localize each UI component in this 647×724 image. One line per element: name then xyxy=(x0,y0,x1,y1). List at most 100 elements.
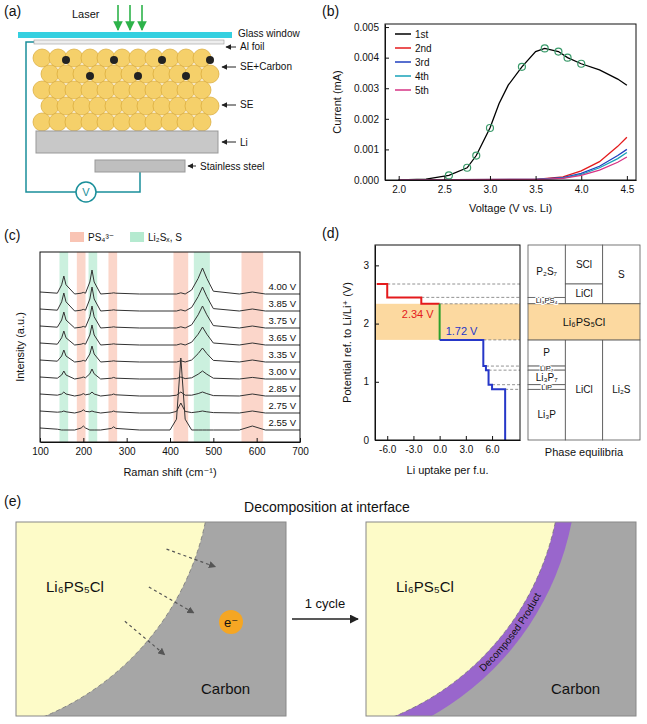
plot-frame xyxy=(385,24,636,180)
se-particle xyxy=(153,97,171,115)
electron-path xyxy=(167,549,216,567)
marker xyxy=(445,172,452,179)
spectrum xyxy=(40,306,300,328)
tick-label: 0 xyxy=(363,435,369,446)
spectrum-label: 3.75 V xyxy=(269,315,297,326)
phase-label: Li₆PS₅Cl xyxy=(563,316,606,328)
marker xyxy=(464,164,471,171)
band xyxy=(77,252,86,442)
se-particle xyxy=(113,81,131,99)
particle-label: Li₆PS₅Cl xyxy=(46,578,104,595)
tick-mark xyxy=(490,176,491,180)
tick-mark xyxy=(385,27,389,28)
axis-title: Intensity (a.u.) xyxy=(14,312,26,382)
axis-title: Raman shift (cm⁻¹) xyxy=(123,466,216,478)
tick-mark xyxy=(492,436,493,440)
y-axis: 0.0000.0010.0020.0030.0040.005 xyxy=(354,22,389,186)
se-particle xyxy=(129,81,147,99)
pointer-arrow xyxy=(226,47,236,48)
tick-mark xyxy=(440,436,441,440)
se-particle xyxy=(57,97,75,115)
spectrum xyxy=(40,358,300,430)
tick-mark xyxy=(375,265,379,266)
se-particle xyxy=(201,65,219,83)
tick-label: 4.0 xyxy=(575,184,589,195)
tick-label: 600 xyxy=(249,446,266,457)
tick-mark xyxy=(375,324,379,325)
label: Laser xyxy=(72,8,100,20)
legend-swatch xyxy=(395,89,411,91)
tick: 200 xyxy=(75,438,92,457)
phase-cell xyxy=(603,340,640,440)
se-particle xyxy=(81,81,99,99)
tick-mark xyxy=(466,436,467,440)
se-particle xyxy=(33,113,51,131)
table-title: Phase equilibria xyxy=(545,446,624,458)
panel-b: (b)2.02.53.03.54.04.50.0000.0010.0020.00… xyxy=(322,3,637,214)
se-particle xyxy=(121,97,139,115)
tick: 0.000 xyxy=(354,175,389,186)
phase-label: LiCl xyxy=(575,384,592,395)
tick-label: -6.0 xyxy=(379,444,397,455)
tick-label: 3.0 xyxy=(459,444,473,455)
tick-mark xyxy=(385,119,389,120)
tick: 6.0 xyxy=(486,436,500,455)
tick: 400 xyxy=(162,438,179,457)
marks xyxy=(399,45,627,180)
spectrum xyxy=(40,287,300,311)
band xyxy=(242,252,264,442)
guide-line xyxy=(505,389,520,390)
se-particle xyxy=(193,81,211,99)
x-axis: 100200300400500600700 xyxy=(32,438,309,457)
se-particle xyxy=(129,49,147,67)
series-line xyxy=(399,48,627,180)
phase-label: Li₃P₇ xyxy=(536,372,559,383)
label: V xyxy=(82,186,90,198)
se-particle xyxy=(185,97,203,115)
tick: 100 xyxy=(32,438,49,457)
marker xyxy=(578,60,585,67)
legend-swatch xyxy=(395,33,411,35)
scene xyxy=(16,522,286,716)
se-particle xyxy=(105,97,123,115)
pointer-arrow xyxy=(222,105,236,106)
tick: 3.0 xyxy=(484,176,498,195)
tick-label: 3 xyxy=(363,260,369,271)
legend-label: PS₄³⁻ xyxy=(88,232,114,243)
marker xyxy=(564,54,571,61)
spectrum-label: 3.35 V xyxy=(269,349,297,360)
se-particle xyxy=(81,49,99,67)
electrolyte-particle xyxy=(16,522,211,716)
phase-label: P xyxy=(543,347,550,358)
electron-path xyxy=(125,621,165,654)
axis-title: Li uptake per f.u. xyxy=(407,464,489,476)
tick-label: 3.0 xyxy=(484,184,498,195)
tick-label: 2.0 xyxy=(392,184,406,195)
phase-label: LiP xyxy=(541,383,552,392)
legend-swatch xyxy=(130,232,144,242)
tick-mark xyxy=(83,438,84,442)
figure: (a)LaserVGlass windowAl foilSE+CarbonSEL… xyxy=(0,0,647,724)
phase-label: LiCl xyxy=(575,288,592,299)
label: Al foil xyxy=(240,41,264,52)
matrix-label: Carbon xyxy=(551,680,600,697)
phase-label: Li₂S xyxy=(612,384,631,395)
panel-letter: (c) xyxy=(4,227,20,243)
se-particle xyxy=(201,97,219,115)
se-particle xyxy=(41,97,59,115)
voltage-profile xyxy=(440,340,506,440)
series-line xyxy=(399,152,627,180)
pointer-arrow xyxy=(222,142,236,143)
axis-line xyxy=(386,180,637,181)
spectrum-label: 2.75 V xyxy=(269,400,297,411)
band xyxy=(60,252,69,442)
series-line xyxy=(399,137,627,180)
tick-label: 0.005 xyxy=(354,22,379,33)
pointer-arrow xyxy=(222,67,236,68)
legend-label: Li₂Sₓ, S xyxy=(148,232,182,243)
se-particle xyxy=(145,81,163,99)
se-particle xyxy=(73,97,91,115)
se-particle xyxy=(49,113,67,131)
tick: 600 xyxy=(249,438,266,457)
laser-beam xyxy=(129,5,131,30)
